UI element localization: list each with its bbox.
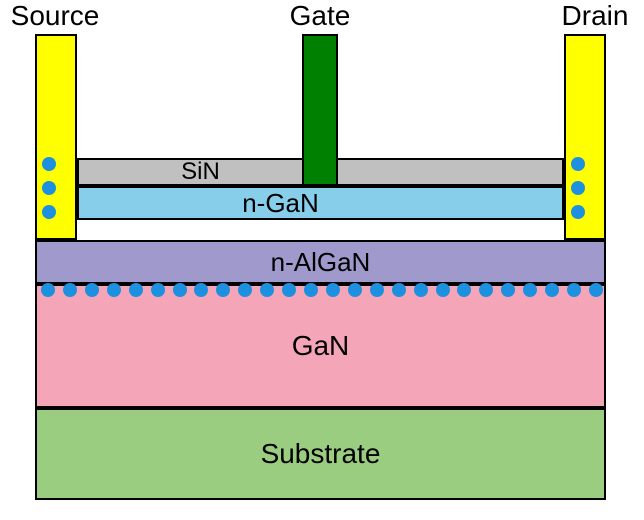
- charge-dot: [85, 283, 99, 297]
- charge-dot: [571, 181, 585, 195]
- charge-dot: [571, 205, 585, 219]
- charge-dot: [501, 283, 515, 297]
- charge-dot: [479, 283, 493, 297]
- charge-dot: [260, 283, 274, 297]
- charge-dot: [304, 283, 318, 297]
- charge-dot: [42, 157, 56, 171]
- charge-dot: [42, 181, 56, 195]
- charge-dot: [42, 205, 56, 219]
- charge-dots: [0, 0, 644, 520]
- charge-dot: [129, 283, 143, 297]
- charge-dot: [571, 157, 585, 171]
- charge-dot: [194, 283, 208, 297]
- charge-dot: [41, 283, 55, 297]
- charge-dot: [436, 283, 450, 297]
- charge-dot: [238, 283, 252, 297]
- charge-dot: [567, 283, 581, 297]
- charge-dot: [370, 283, 384, 297]
- charge-dot: [545, 283, 559, 297]
- charge-dot: [216, 283, 230, 297]
- charge-dot: [151, 283, 165, 297]
- charge-dot: [107, 283, 121, 297]
- charge-dot: [348, 283, 362, 297]
- charge-dot: [173, 283, 187, 297]
- charge-dot: [392, 283, 406, 297]
- charge-dot: [326, 283, 340, 297]
- charge-dot: [414, 283, 428, 297]
- charge-dot: [63, 283, 77, 297]
- charge-dot: [589, 283, 603, 297]
- charge-dot: [457, 283, 471, 297]
- charge-dot: [282, 283, 296, 297]
- charge-dot: [523, 283, 537, 297]
